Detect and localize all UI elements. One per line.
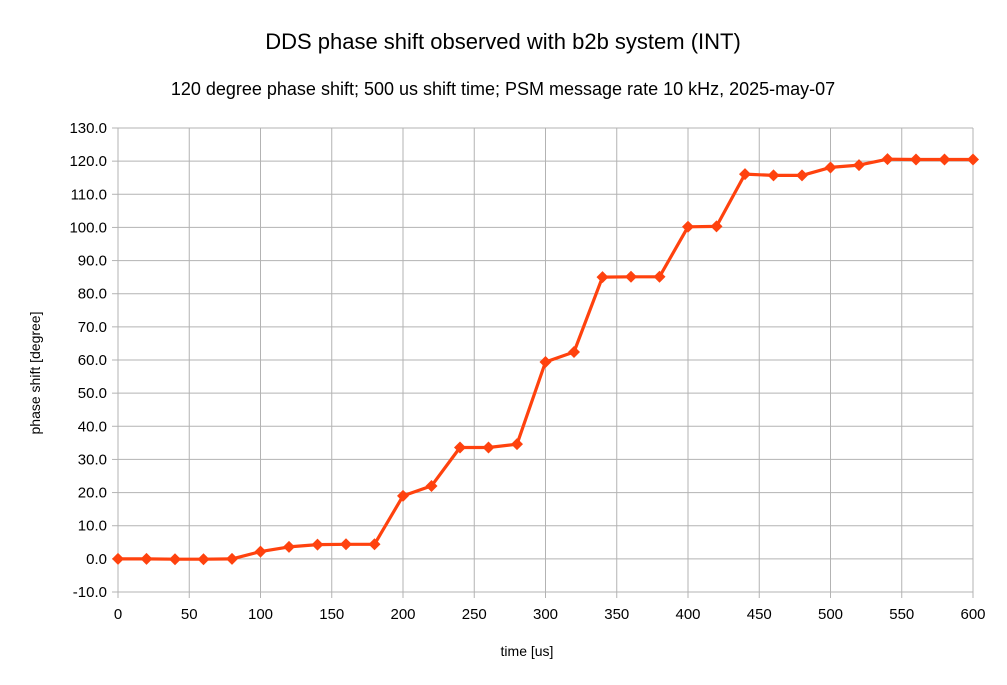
data-point-marker [226, 552, 238, 565]
y-tick-label: 120.0 [69, 153, 107, 170]
data-point-marker [796, 169, 808, 182]
data-point-marker [397, 489, 409, 502]
data-point-marker [340, 538, 352, 551]
x-tick-label: 450 [747, 606, 772, 623]
series-layer [112, 153, 979, 566]
x-axis-title: time [us] [501, 643, 554, 659]
data-point-marker [482, 441, 495, 454]
y-tick-label: 100.0 [69, 219, 107, 236]
data-point-marker [140, 552, 153, 565]
data-point-marker [739, 168, 751, 181]
data-point-marker [454, 441, 466, 454]
data-point-marker [539, 355, 552, 368]
data-point-marker [112, 552, 124, 565]
data-point-marker [425, 479, 438, 492]
x-tick-label: 350 [604, 606, 629, 623]
data-point-marker [853, 159, 865, 172]
y-tick-label: 130.0 [69, 120, 107, 137]
y-tick-label: 90.0 [78, 253, 107, 270]
data-point-marker [254, 545, 267, 558]
y-axis-tick-labels: -10.0 0.0 10.0 20.0 30.0 40.0 50.0 60.0 70.0 80.0… [69, 120, 107, 601]
y-tick-label: 60.0 [78, 352, 107, 369]
y-tick-label: 0.0 [86, 551, 107, 568]
y-tick-label: 40.0 [78, 418, 107, 435]
data-point-marker [283, 540, 295, 553]
data-point-marker [881, 153, 894, 166]
data-point-marker [910, 153, 922, 166]
y-tick-label: -10.0 [73, 584, 107, 601]
data-point-marker [368, 538, 381, 551]
data-point-marker [682, 220, 694, 233]
chart-subtitle: 120 degree phase shift; 500 us shift tim… [171, 79, 835, 99]
grid-lines [112, 127, 974, 598]
data-point-marker [311, 538, 324, 551]
x-tick-label: 250 [462, 606, 487, 623]
x-tick-label: 500 [818, 606, 843, 623]
x-tick-label: 50 [181, 606, 198, 623]
y-tick-label: 110.0 [71, 186, 107, 203]
x-tick-label: 0 [114, 606, 122, 623]
y-tick-label: 10.0 [78, 518, 107, 535]
data-point-marker [625, 270, 637, 283]
x-tick-label: 100 [248, 606, 273, 623]
x-tick-label: 300 [533, 606, 558, 623]
data-point-marker [967, 153, 979, 166]
x-tick-label: 150 [319, 606, 344, 623]
data-point-marker [197, 553, 210, 566]
x-tick-label: 550 [889, 606, 914, 623]
data-point-marker [169, 553, 181, 566]
y-axis-title: phase shift [degree] [27, 312, 43, 435]
y-tick-label: 80.0 [78, 286, 107, 303]
x-axis-tick-labels: 0 50 100 150 200 250 300 350 400 450 500 550 600 [114, 606, 986, 623]
x-tick-label: 600 [960, 606, 985, 623]
y-tick-label: 30.0 [78, 451, 107, 468]
data-point-marker [938, 153, 951, 166]
x-tick-label: 200 [390, 606, 415, 623]
x-tick-label: 400 [675, 606, 700, 623]
data-point-marker [710, 220, 723, 233]
data-point-marker [653, 270, 666, 283]
y-tick-label: 50.0 [78, 385, 107, 402]
chart-title: DDS phase shift observed with b2b system… [265, 29, 741, 54]
data-point-marker [824, 161, 837, 174]
y-tick-label: 20.0 [78, 485, 107, 502]
y-tick-label: 70.0 [78, 319, 107, 336]
data-point-marker [511, 438, 523, 451]
data-point-marker [767, 169, 780, 182]
data-point-marker [568, 346, 580, 359]
data-point-marker [596, 271, 609, 284]
